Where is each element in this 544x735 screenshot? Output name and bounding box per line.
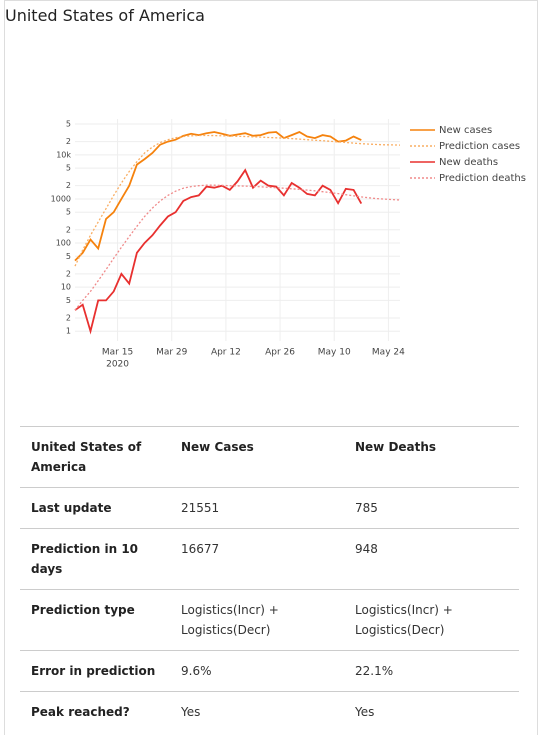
y-tick-label: 100: [56, 239, 71, 248]
header-cell: United States of America: [20, 426, 170, 488]
table-cell: Peak reached?: [20, 691, 170, 732]
y-tick-label: 5: [66, 120, 71, 129]
x-tick-label: Apr 26: [265, 348, 295, 358]
y-tick-label: 5: [66, 208, 71, 217]
table-cell: Logistics(Incr) + Logistics(Decr): [344, 589, 519, 651]
table-row: United States of America New Cases New Dea…: [20, 426, 519, 488]
x-tick-label: Apr 12: [211, 348, 241, 358]
y-tick-label: 2: [66, 181, 71, 190]
table-cell: Last update: [20, 487, 170, 529]
table-cell: Logistics(Incr) + Logistics(Decr): [170, 589, 344, 651]
x-tick-label: May 24: [372, 348, 405, 358]
legend-label: New cases: [439, 125, 492, 136]
chart: 1 2 5 10 2 5 100 2 5 1000 2 5 10k 2 5 Mar 15 Mar 29 Apr 1…: [51, 119, 526, 370]
series-line: [74, 168, 363, 335]
table-row: Peak reached? Yes Yes: [20, 691, 519, 732]
x-tick-label: Mar 15: [102, 348, 133, 358]
table-cell: 785: [344, 487, 519, 529]
table-row: Error in prediction 9.6% 22.1%: [20, 650, 519, 692]
series-line: [74, 184, 401, 311]
x-tick-label: May 10: [318, 348, 351, 358]
table-cell: Yes: [344, 691, 519, 732]
y-tick-label: 2: [66, 269, 71, 278]
x-axis-year: 2020: [106, 360, 129, 370]
table-cell: Prediction type: [20, 589, 170, 651]
y-tick-label: 1: [66, 327, 71, 336]
legend-label: Prediction deaths: [439, 173, 526, 184]
y-tick-label: 5: [66, 252, 71, 261]
panel: United States of America 1 2 5 10 2 5 100 2 5 100…: [4, 0, 538, 735]
header-cell: New Cases: [170, 426, 344, 488]
table-row: Prediction type Logistics(Incr) + Logisti…: [20, 589, 519, 651]
series-line: [74, 134, 401, 267]
table-row: Last update 21551 785: [20, 487, 519, 529]
series-line: [74, 131, 362, 262]
table-cell: Prediction in 10 days: [20, 528, 170, 590]
table-cell: 16677: [170, 528, 344, 590]
legend-label: Prediction cases: [439, 141, 520, 152]
table-cell: 21551: [170, 487, 344, 529]
header-cell: New Deaths: [344, 426, 519, 488]
table-row: Prediction in 10 days 16677 948: [20, 528, 519, 590]
summary-table: United States of America New Cases New Dea…: [20, 426, 519, 732]
y-tick-label: 2: [66, 225, 71, 234]
legend-label: New deaths: [439, 157, 498, 168]
table-cell: Yes: [170, 691, 344, 732]
y-tick-label: 1000: [51, 194, 71, 203]
table-cell: 22.1%: [344, 650, 519, 692]
x-tick-label: Mar 29: [156, 348, 188, 358]
y-tick-label: 10: [61, 283, 71, 292]
table-cell: 948: [344, 528, 519, 590]
y-tick-label: 10k: [56, 150, 71, 159]
page-title: United States of America: [5, 6, 205, 25]
y-tick-label: 5: [66, 296, 71, 305]
table-cell: 9.6%: [170, 650, 344, 692]
y-tick-label: 2: [66, 137, 71, 146]
y-tick-label: 2: [66, 313, 71, 322]
table-cell: Error in prediction: [20, 650, 170, 692]
y-tick-label: 5: [66, 164, 71, 173]
